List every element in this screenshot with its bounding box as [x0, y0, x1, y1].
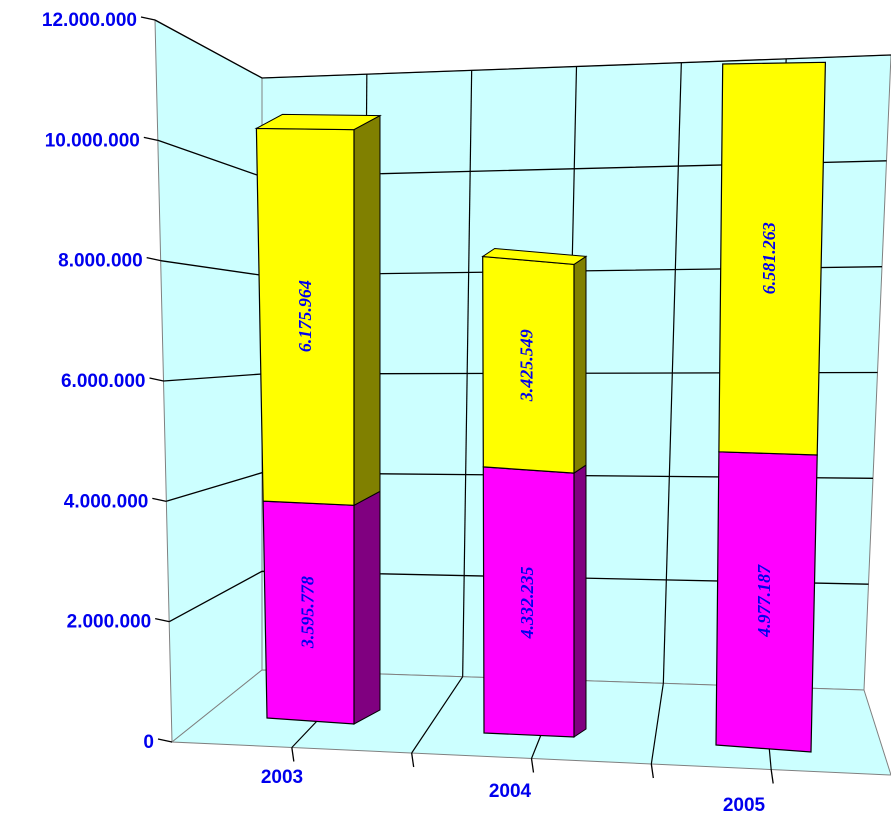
data-label-2003-s1: 3.595.778 — [298, 576, 318, 649]
y-tick-label: 6.000.000 — [61, 371, 146, 392]
x-tick-mark — [530, 758, 535, 773]
y-tick-mark — [140, 16, 156, 21]
y-tick-mark — [146, 257, 161, 262]
bar-top-2003 — [254, 113, 382, 131]
x-tick-mark — [770, 769, 774, 784]
data-label-2004-s1: 4.332.235 — [517, 567, 537, 640]
data-label-2005-s1: 4.977.187 — [754, 564, 774, 638]
data-label-2005-s2: 6.581.263 — [759, 222, 779, 294]
x-tick-mark — [411, 752, 415, 768]
x-tick-label-2005: 2005 — [723, 795, 766, 816]
y-tick-label: 10.000.000 — [45, 130, 140, 151]
y-tick-mark — [149, 377, 164, 382]
y-tick-mark — [155, 618, 170, 623]
bar-side-2003-s1 — [353, 114, 381, 507]
bar-side-2003-s0 — [353, 490, 381, 725]
data-label-2003-s2: 6.175.964 — [295, 280, 315, 352]
bar-2005-series-2[interactable] — [718, 61, 827, 456]
data-label-2004-s2: 3.425.549 — [517, 329, 537, 402]
y-tick-label: 0 — [143, 732, 154, 753]
x-tick-label-2003: 2003 — [261, 767, 303, 788]
x-tick-label-2004: 2004 — [489, 781, 532, 802]
y-tick-label: 12.000.000 — [42, 10, 137, 31]
x-tick-mark — [650, 763, 654, 779]
floor-gridline — [650, 683, 664, 765]
gridline-vertical — [462, 70, 473, 677]
y-tick-mark — [152, 497, 167, 502]
bar-top-2004 — [481, 247, 588, 265]
x-tick-mark — [291, 747, 295, 762]
bar-side-2004-s1 — [573, 255, 587, 475]
y-tick-label: 8.000.000 — [58, 251, 143, 272]
y-tick-label: 4.000.000 — [64, 491, 149, 512]
bar-side-2004-s0 — [573, 464, 587, 738]
y-tick-label: 2.000.000 — [67, 612, 152, 633]
y-tick-mark — [143, 136, 158, 141]
y-tick-mark — [157, 738, 173, 743]
floor-gridline — [411, 676, 464, 754]
gridline-vertical — [662, 62, 682, 684]
